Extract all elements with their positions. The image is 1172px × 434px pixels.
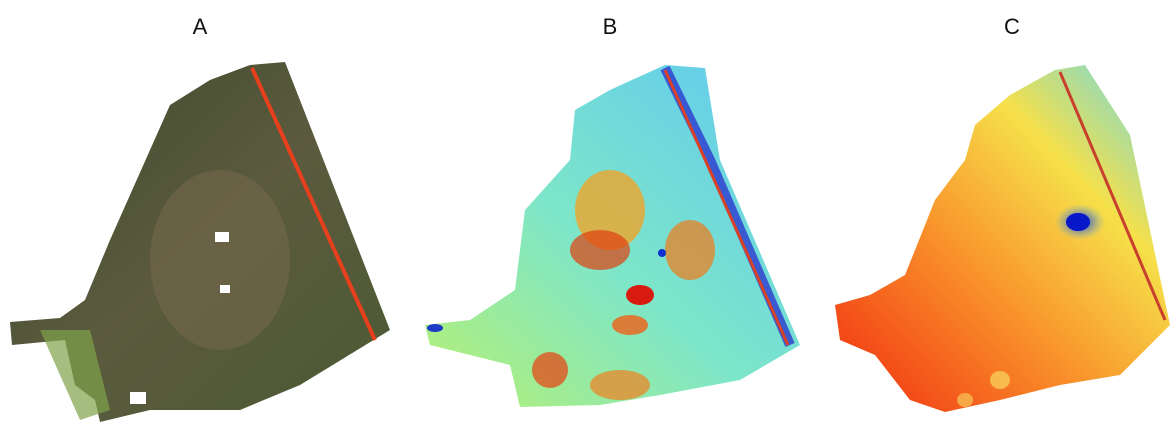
panel-c-image: [835, 65, 1170, 412]
figure: A B C: [0, 0, 1172, 434]
panel-a-image: [10, 62, 390, 422]
panel-label: A: [193, 14, 208, 39]
panel-label: B: [603, 14, 618, 39]
panel-b-image: [425, 65, 800, 407]
panel-label: C: [1004, 14, 1020, 39]
